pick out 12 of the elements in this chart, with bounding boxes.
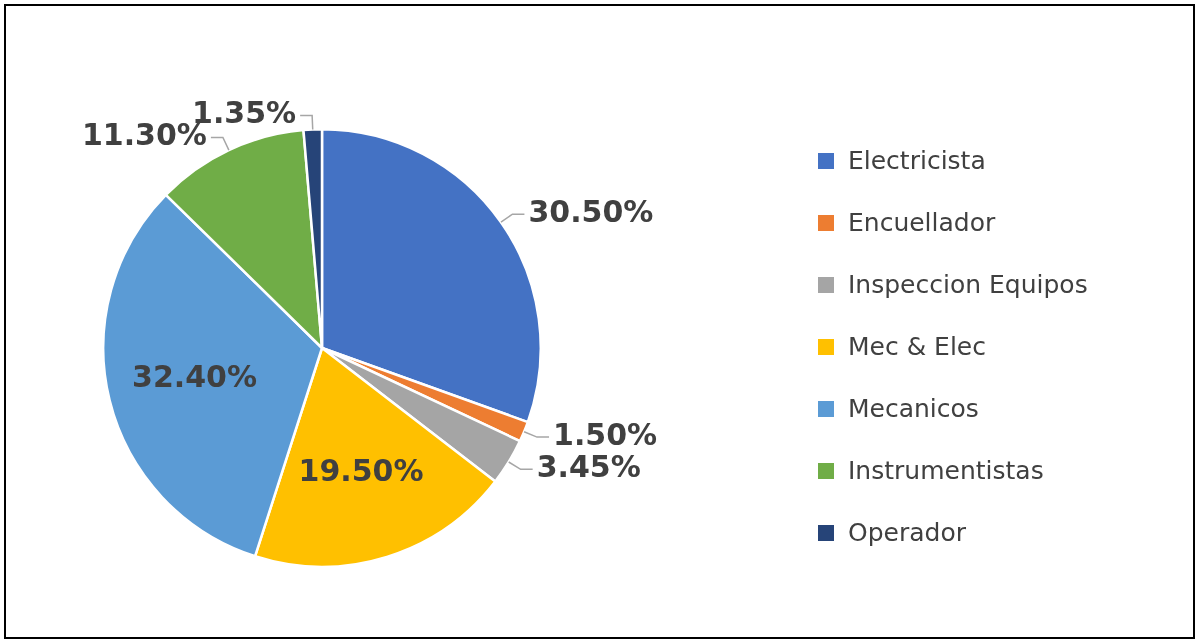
- legend-label: Mecanicos: [848, 394, 979, 423]
- legend-label: Instrumentistas: [848, 456, 1044, 485]
- data-label: 3.45%: [536, 449, 641, 485]
- legend-label: Electricista: [848, 146, 986, 175]
- legend-label: Encuellador: [848, 208, 996, 237]
- data-label: 30.50%: [528, 193, 654, 229]
- data-label: 19.50%: [298, 453, 424, 489]
- legend-label: Inspeccion Equipos: [848, 270, 1088, 299]
- legend-label: Operador: [848, 518, 966, 547]
- legend-label: Mec & Elec: [848, 332, 986, 361]
- data-label: 32.40%: [132, 359, 258, 395]
- data-label: 1.50%: [553, 416, 658, 452]
